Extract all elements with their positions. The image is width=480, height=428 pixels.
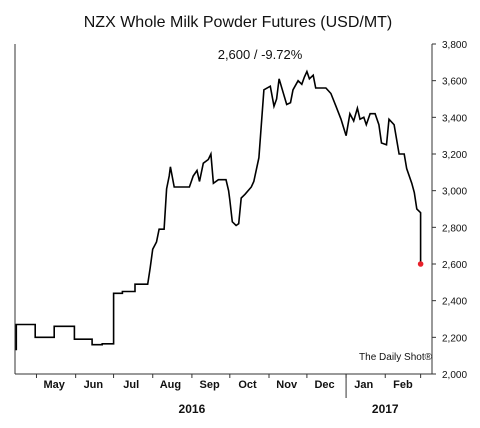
year-label: 2017 bbox=[372, 402, 399, 416]
y-tick-label: 2,200 bbox=[442, 333, 467, 344]
last-point-marker bbox=[417, 261, 424, 267]
x-tick-label: Aug bbox=[160, 379, 181, 391]
x-tick-label: Jan bbox=[354, 379, 373, 391]
x-tick-label: Feb bbox=[393, 379, 413, 391]
y-tick-label: 3,800 bbox=[442, 40, 467, 51]
y-tick-label: 2,800 bbox=[442, 223, 467, 234]
y-tick-label: 2,400 bbox=[442, 297, 467, 308]
y-tick-label: 2,600 bbox=[442, 260, 467, 271]
x-tick-label: Nov bbox=[276, 379, 298, 391]
chart-subtitle: 2,600 / -9.72% bbox=[218, 47, 303, 62]
y-tick-label: 3,200 bbox=[442, 150, 467, 161]
axes: 2,000 2,200 2,400 2,600 2,800 3,000 3,200 3,400… bbox=[35, 40, 467, 416]
x-tick-label: May bbox=[43, 379, 65, 391]
y-tick-label: 2,000 bbox=[442, 370, 467, 381]
chart-title: NZX Whole Milk Powder Futures (USD/MT) bbox=[84, 14, 393, 31]
chart-watermark: The Daily Shot® bbox=[359, 352, 433, 363]
y-tick-label: 3,400 bbox=[442, 113, 467, 124]
x-tick-label: Sep bbox=[200, 379, 220, 391]
plot-frame bbox=[14, 44, 433, 375]
y-tick-label: 3,000 bbox=[442, 187, 467, 198]
series-layer bbox=[15, 69, 424, 351]
x-tick-label: Oct bbox=[238, 379, 257, 391]
series-line bbox=[15, 69, 422, 351]
x-tick-label: Dec bbox=[314, 379, 334, 391]
x-tick-label: Jun bbox=[84, 379, 104, 391]
x-tick-label: Jul bbox=[123, 379, 139, 391]
year-label: 2016 bbox=[179, 402, 206, 416]
y-tick-label: 3,600 bbox=[442, 77, 467, 88]
